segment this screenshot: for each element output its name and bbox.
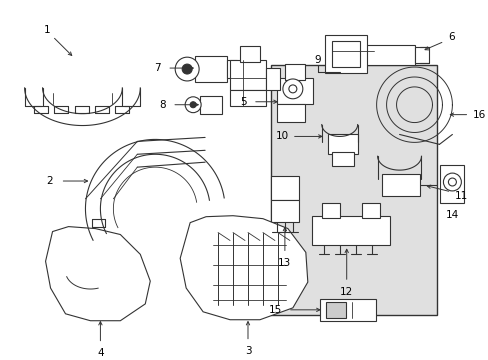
Text: 1: 1 bbox=[44, 26, 51, 35]
Bar bbox=[331, 41, 359, 67]
Bar bbox=[270, 200, 298, 222]
Text: 7: 7 bbox=[154, 63, 160, 73]
Circle shape bbox=[185, 97, 201, 113]
Text: 9: 9 bbox=[314, 55, 321, 65]
Text: 12: 12 bbox=[339, 287, 353, 297]
Text: 5: 5 bbox=[239, 97, 246, 107]
Bar bbox=[359, 45, 414, 65]
Bar bbox=[331, 152, 353, 166]
Bar bbox=[276, 78, 312, 104]
Bar bbox=[229, 60, 265, 90]
Bar bbox=[195, 56, 226, 82]
Bar bbox=[414, 47, 428, 63]
Bar bbox=[321, 203, 339, 218]
Text: 2: 2 bbox=[46, 176, 53, 186]
Bar bbox=[319, 299, 375, 321]
Polygon shape bbox=[45, 226, 150, 321]
Bar bbox=[229, 90, 265, 106]
Text: 8: 8 bbox=[159, 100, 165, 110]
Bar bbox=[285, 64, 304, 80]
Bar bbox=[440, 165, 464, 203]
Text: 16: 16 bbox=[472, 110, 485, 120]
Bar bbox=[311, 216, 389, 246]
Polygon shape bbox=[180, 216, 307, 320]
Circle shape bbox=[175, 57, 199, 81]
Text: 11: 11 bbox=[454, 191, 467, 201]
Bar bbox=[381, 174, 419, 196]
Bar bbox=[327, 134, 357, 154]
Bar bbox=[265, 68, 279, 90]
Text: 13: 13 bbox=[278, 258, 291, 268]
Bar bbox=[226, 60, 237, 78]
Text: 4: 4 bbox=[97, 348, 103, 359]
Circle shape bbox=[182, 64, 192, 74]
Bar bbox=[270, 176, 298, 200]
Circle shape bbox=[443, 173, 461, 191]
Circle shape bbox=[190, 102, 196, 108]
Text: 14: 14 bbox=[445, 210, 458, 220]
Circle shape bbox=[283, 79, 302, 99]
Circle shape bbox=[447, 178, 455, 186]
Text: 3: 3 bbox=[244, 346, 251, 356]
Bar bbox=[276, 104, 304, 122]
Text: 15: 15 bbox=[269, 305, 282, 315]
Bar bbox=[200, 96, 222, 114]
Bar bbox=[271, 65, 436, 315]
Bar bbox=[361, 203, 379, 218]
Bar bbox=[240, 46, 260, 62]
Circle shape bbox=[288, 85, 296, 93]
Bar bbox=[325, 302, 345, 318]
Bar bbox=[324, 35, 366, 73]
Text: 10: 10 bbox=[275, 131, 288, 141]
Text: 6: 6 bbox=[447, 32, 454, 42]
